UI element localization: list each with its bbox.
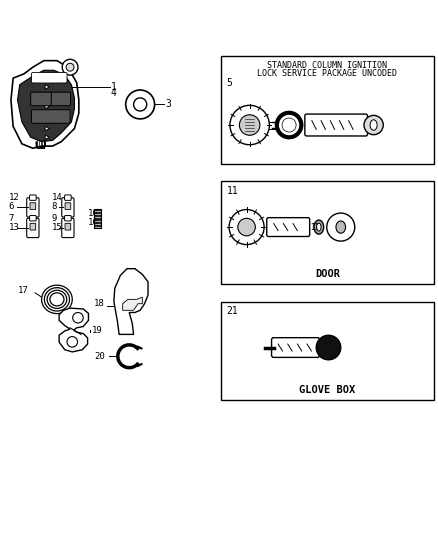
Circle shape (327, 213, 355, 241)
Polygon shape (123, 297, 142, 310)
Text: 16: 16 (88, 218, 99, 227)
FancyBboxPatch shape (62, 219, 74, 238)
Polygon shape (45, 104, 49, 109)
Text: GLOVE BOX: GLOVE BOX (299, 385, 356, 395)
Text: 3: 3 (165, 100, 171, 109)
Text: 19: 19 (92, 326, 103, 335)
Polygon shape (45, 126, 49, 131)
FancyBboxPatch shape (65, 223, 71, 230)
Circle shape (62, 59, 78, 75)
Text: DOOR: DOOR (315, 269, 340, 279)
Ellipse shape (314, 220, 324, 234)
Polygon shape (11, 61, 79, 148)
Circle shape (73, 312, 83, 323)
FancyBboxPatch shape (32, 110, 70, 123)
Text: 15: 15 (52, 223, 63, 231)
Text: 4: 4 (110, 88, 116, 99)
Text: 11: 11 (226, 185, 238, 196)
Text: 5: 5 (226, 78, 232, 88)
Circle shape (134, 98, 147, 111)
Ellipse shape (317, 223, 321, 231)
FancyBboxPatch shape (31, 92, 52, 106)
Polygon shape (18, 70, 74, 142)
Text: 7: 7 (9, 214, 14, 223)
Text: 6: 6 (9, 202, 14, 211)
Circle shape (364, 115, 383, 135)
Text: 8: 8 (52, 202, 57, 211)
Ellipse shape (336, 221, 346, 233)
Text: 21: 21 (226, 306, 238, 316)
Circle shape (126, 90, 155, 119)
Polygon shape (36, 142, 45, 148)
Text: 9: 9 (52, 214, 57, 223)
FancyBboxPatch shape (32, 72, 67, 83)
Circle shape (277, 113, 301, 138)
FancyBboxPatch shape (30, 203, 35, 209)
Polygon shape (45, 85, 49, 89)
Polygon shape (45, 93, 49, 98)
Text: 17: 17 (18, 286, 28, 295)
Ellipse shape (370, 120, 377, 130)
Polygon shape (45, 135, 49, 140)
Bar (221, 302, 434, 400)
FancyBboxPatch shape (27, 219, 39, 238)
Text: 12: 12 (9, 193, 20, 202)
FancyBboxPatch shape (267, 217, 310, 237)
Text: 20: 20 (94, 352, 105, 361)
Polygon shape (45, 115, 49, 120)
Circle shape (240, 115, 260, 135)
Circle shape (230, 106, 269, 145)
Circle shape (282, 118, 296, 132)
Circle shape (238, 219, 255, 236)
Text: 1: 1 (110, 82, 116, 92)
Circle shape (67, 336, 78, 347)
Polygon shape (114, 269, 148, 334)
FancyBboxPatch shape (30, 223, 35, 230)
FancyBboxPatch shape (65, 203, 71, 209)
FancyBboxPatch shape (62, 198, 74, 217)
Circle shape (229, 209, 264, 245)
Text: II: II (310, 223, 319, 231)
Bar (94, 209, 101, 229)
FancyBboxPatch shape (64, 215, 71, 221)
Text: STANDARD COLUMN IGNITION: STANDARD COLUMN IGNITION (268, 61, 387, 70)
Bar (221, 56, 434, 164)
FancyBboxPatch shape (64, 195, 71, 200)
FancyBboxPatch shape (305, 114, 367, 136)
FancyBboxPatch shape (272, 338, 320, 358)
FancyBboxPatch shape (27, 198, 39, 217)
Text: 14: 14 (52, 193, 63, 202)
Text: LOCK SERVICE PACKAGE UNCODED: LOCK SERVICE PACKAGE UNCODED (258, 69, 397, 78)
Circle shape (66, 63, 74, 71)
Circle shape (316, 335, 341, 360)
FancyBboxPatch shape (29, 215, 36, 221)
Text: 10: 10 (88, 209, 99, 219)
Polygon shape (59, 308, 88, 352)
Bar (221, 181, 434, 284)
Text: 18: 18 (94, 299, 105, 308)
FancyBboxPatch shape (51, 92, 71, 106)
FancyBboxPatch shape (29, 195, 36, 200)
Text: 13: 13 (9, 223, 20, 231)
